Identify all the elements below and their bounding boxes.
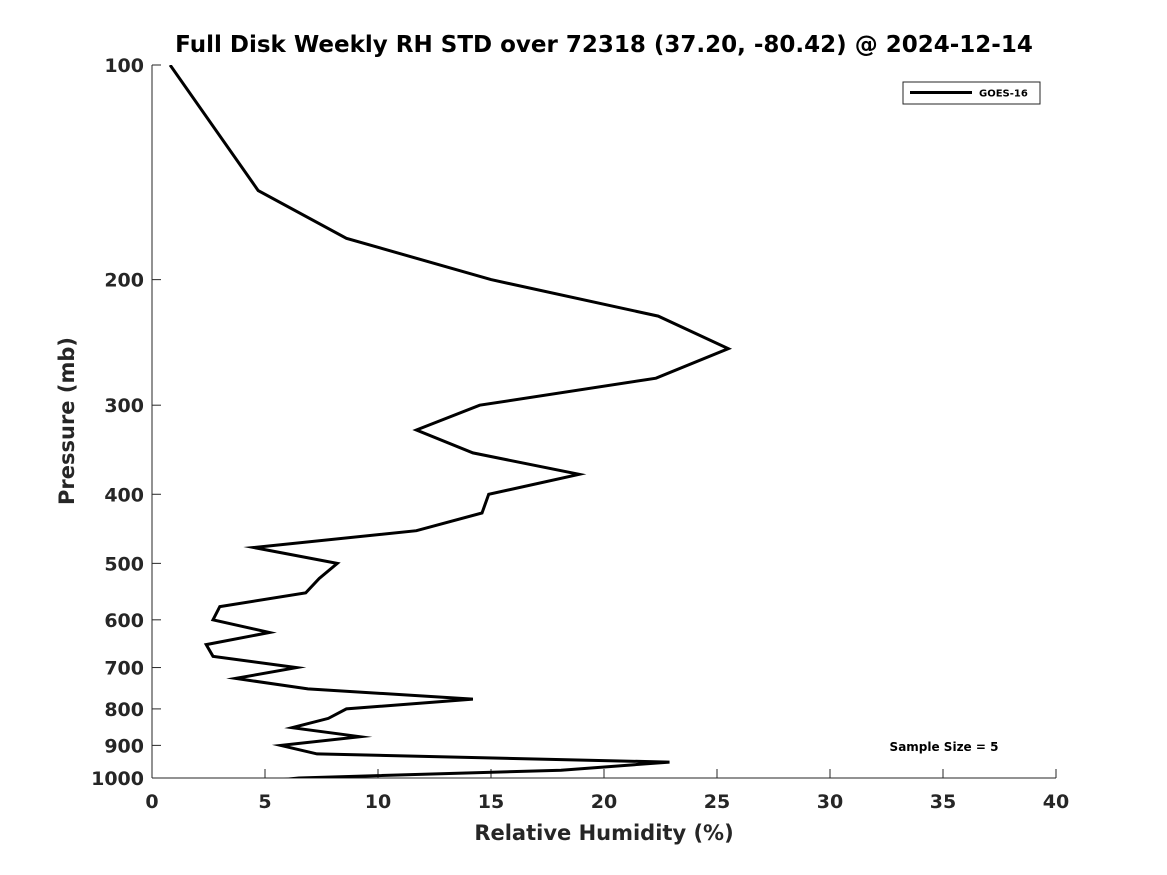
series-layer xyxy=(168,65,733,778)
y-tick-label: 1000 xyxy=(91,768,144,790)
y-axis-label: Pressure (mb) xyxy=(55,337,79,505)
y-tick-label: 400 xyxy=(104,484,144,506)
y-tick-label: 200 xyxy=(104,270,144,292)
plot-area: 0 5 10 15 20 25 30 35 40 100 200 300 400 500 600 700 80… xyxy=(91,55,1069,813)
x-tick-label: 0 xyxy=(145,791,158,813)
x-tick-label: 5 xyxy=(258,791,271,813)
x-tick-label: 35 xyxy=(930,791,956,813)
y-tick-label: 100 xyxy=(104,55,144,77)
x-tick-label: 25 xyxy=(704,791,730,813)
y-tick-label: 900 xyxy=(104,735,144,757)
legend: GOES-16 xyxy=(902,81,1041,105)
series-line-goes-16 xyxy=(168,65,733,778)
x-tick-label: 40 xyxy=(1043,791,1069,813)
x-ticks: 0 5 10 15 20 25 30 35 40 xyxy=(145,769,1069,813)
x-tick-label: 15 xyxy=(478,791,504,813)
sample-size-annotation: Sample Size = 5 xyxy=(890,740,999,754)
chart-title: Full Disk Weekly RH STD over 72318 (37.2… xyxy=(175,32,1033,58)
data-area xyxy=(168,65,733,778)
x-axis-label: Relative Humidity (%) xyxy=(474,821,733,845)
y-ticks: 100 200 300 400 500 600 700 800 900 1000 xyxy=(91,55,161,790)
x-tick-label: 30 xyxy=(817,791,843,813)
x-tick-label: 10 xyxy=(365,791,391,813)
y-tick-label: 500 xyxy=(104,553,144,575)
y-tick-label: 600 xyxy=(104,610,144,632)
y-tick-label: 800 xyxy=(104,699,144,721)
y-tick-label: 300 xyxy=(104,395,144,417)
legend-label-goes-16: GOES-16 xyxy=(979,89,1028,100)
x-tick-label: 20 xyxy=(591,791,617,813)
y-tick-label: 700 xyxy=(104,658,144,680)
